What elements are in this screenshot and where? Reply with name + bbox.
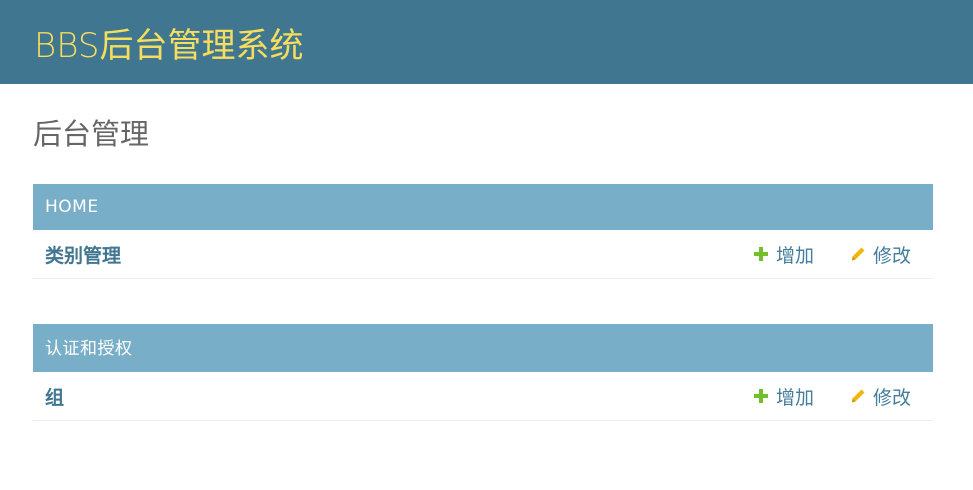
plus-icon	[753, 247, 768, 261]
pencil-icon	[851, 247, 865, 261]
change-button[interactable]: 修改	[850, 241, 911, 268]
add-button[interactable]: 增加	[753, 383, 814, 410]
model-link-group[interactable]: 组	[45, 386, 65, 409]
module-caption[interactable]: HOME	[33, 184, 933, 230]
model-row: 组 增加 修改	[33, 372, 933, 421]
change-label: 修改	[872, 244, 911, 267]
model-link-category[interactable]: 类别管理	[45, 244, 122, 267]
site-title-link[interactable]: BBS后台管理系统	[34, 25, 304, 66]
add-label: 增加	[775, 244, 814, 267]
change-button[interactable]: 修改	[850, 383, 911, 410]
module-caption[interactable]: 认证和授权	[33, 324, 933, 372]
plus-icon	[753, 389, 768, 403]
app-module-auth: 认证和授权 组 增加 修改	[33, 324, 933, 421]
model-row: 类别管理 增加 修改	[33, 230, 933, 279]
model-actions: 增加 修改	[753, 230, 911, 278]
change-label: 修改	[872, 386, 911, 409]
add-button[interactable]: 增加	[753, 241, 814, 268]
app-module-home: HOME 类别管理 增加 修改	[33, 184, 933, 279]
add-label: 增加	[775, 386, 814, 409]
page-title: 后台管理	[33, 117, 150, 151]
site-header: BBS后台管理系统	[0, 0, 973, 84]
main-content: 后台管理 HOME 类别管理 增加 修改	[0, 118, 973, 421]
model-actions: 增加 修改	[753, 372, 911, 420]
pencil-icon	[851, 389, 865, 403]
